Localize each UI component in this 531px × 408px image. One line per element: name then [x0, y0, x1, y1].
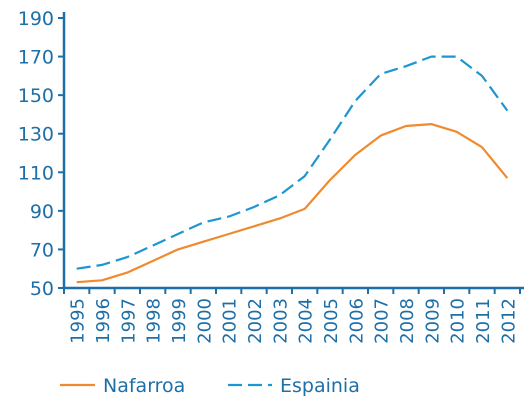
- series-line-espainia: [76, 55, 509, 270]
- y-tick-label: 170: [18, 47, 54, 69]
- y-tick-label: 110: [18, 162, 54, 184]
- x-tick-label: 1999: [169, 298, 190, 344]
- x-tick-label: 2001: [220, 298, 241, 344]
- x-tick-label: 2012: [498, 298, 519, 344]
- legend: Nafarroa Espainia: [60, 375, 360, 397]
- y-tick-label: 190: [18, 8, 54, 30]
- x-tick-label: 1996: [93, 298, 114, 344]
- y-tick-label: 90: [30, 201, 54, 223]
- x-tick-label: 2000: [194, 298, 215, 344]
- x-tick-label: 2008: [397, 298, 418, 344]
- series-line-nafarroa: [76, 122, 509, 284]
- x-tick-label: 2006: [346, 298, 367, 344]
- x-tick-label: 1997: [118, 298, 139, 344]
- x-tick-label: 2004: [296, 298, 317, 344]
- legend-label-espainia: Espainia: [280, 375, 360, 397]
- x-tick-label: 2007: [372, 298, 393, 344]
- y-tick-label: 150: [18, 85, 54, 107]
- y-tick-label: 70: [30, 239, 54, 261]
- series-layer: [76, 55, 509, 284]
- x-tick-label: 2005: [321, 298, 342, 344]
- x-tick-label: 2003: [270, 298, 291, 344]
- x-tick-label: 2002: [245, 298, 266, 344]
- legend-label-nafarroa: Nafarroa: [103, 375, 185, 397]
- axis-layer: 50 70 90 110 130 150 170 190 1995 1996 1997 1998 199…: [18, 8, 524, 344]
- x-tick-label: 1998: [144, 298, 165, 344]
- x-tick-label: 2009: [422, 298, 443, 344]
- y-tick-label: 130: [18, 124, 54, 146]
- x-tick-label: 2011: [473, 298, 494, 344]
- x-tick-label: 2010: [448, 298, 469, 344]
- x-tick-label: 1995: [68, 298, 89, 344]
- y-tick-label: 50: [30, 278, 54, 300]
